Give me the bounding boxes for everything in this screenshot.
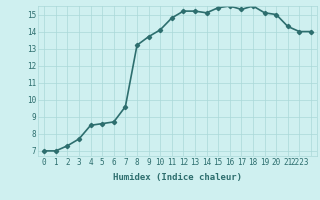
X-axis label: Humidex (Indice chaleur): Humidex (Indice chaleur) <box>113 173 242 182</box>
